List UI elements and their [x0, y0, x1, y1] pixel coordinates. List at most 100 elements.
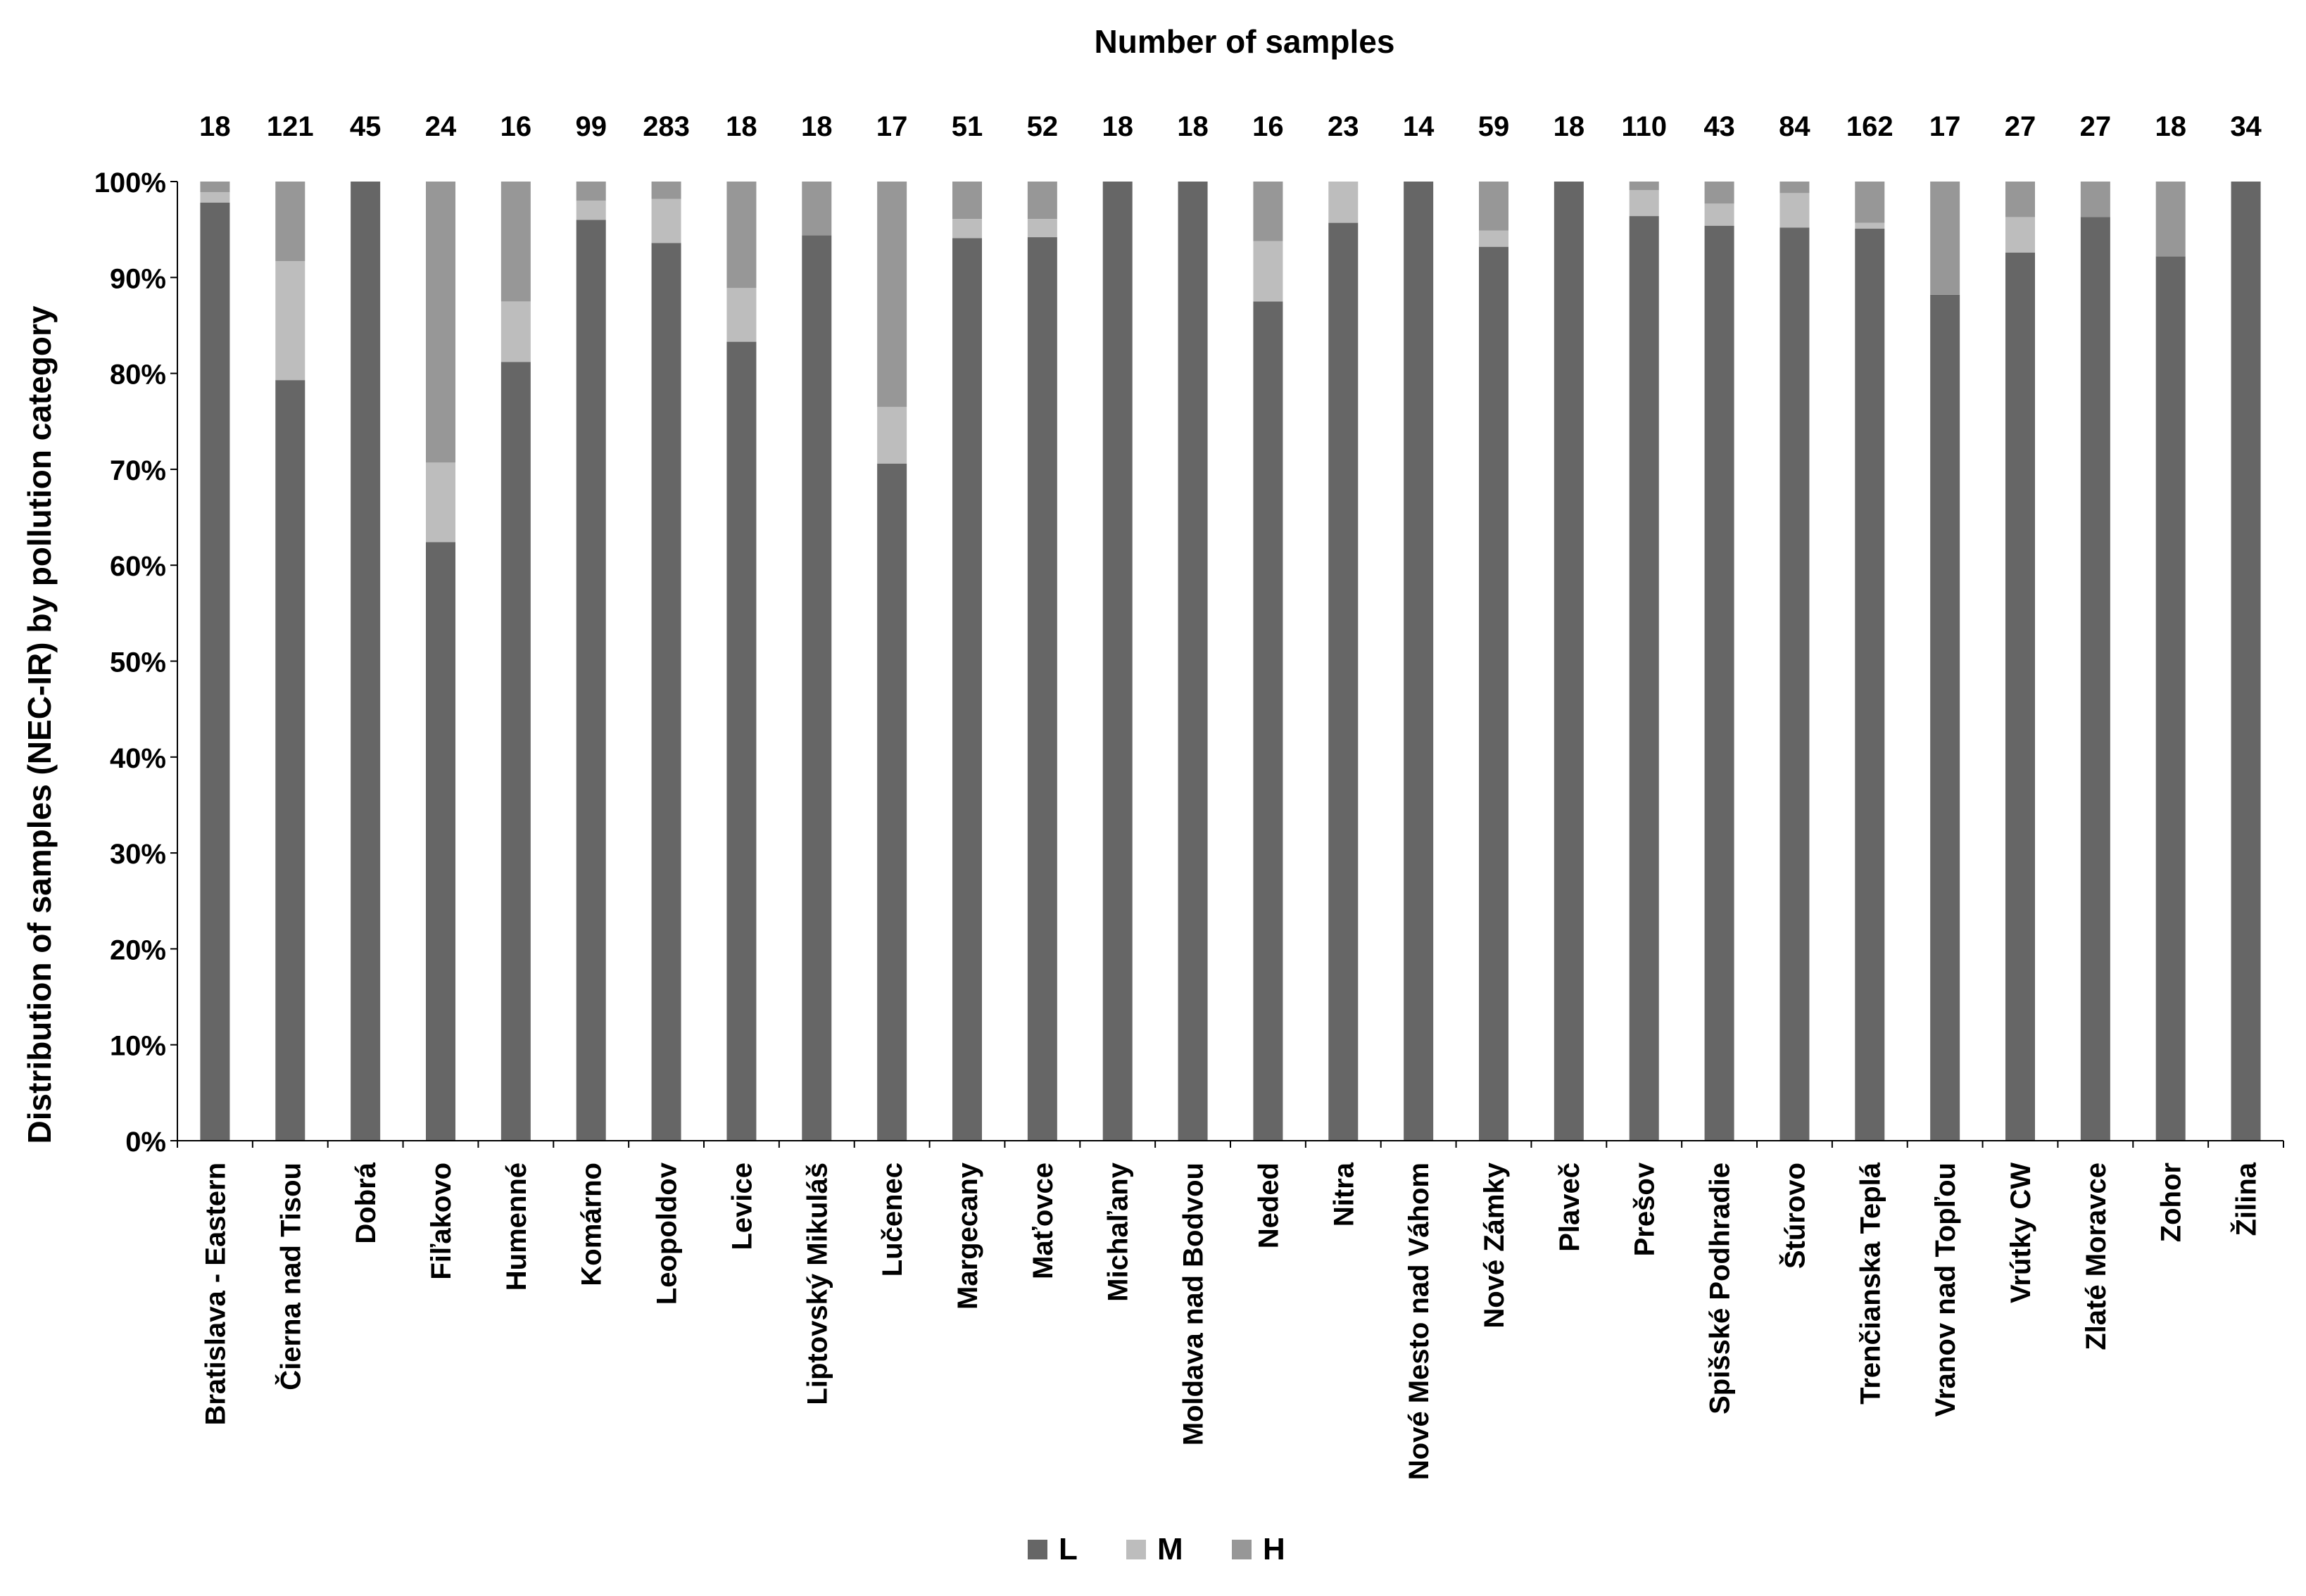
- bar-segment-l: [1479, 246, 1508, 1141]
- sample-count-label: 18: [2155, 111, 2186, 142]
- sample-count-label: 17: [876, 111, 908, 142]
- bar-segment-m: [200, 191, 230, 203]
- x-category-label: Štúrovo: [1778, 1163, 1810, 1269]
- bar-segment-h: [877, 182, 907, 407]
- sample-count-label: 52: [1027, 111, 1059, 142]
- bar-segment-h: [275, 182, 305, 262]
- legend-label-m: M: [1157, 1532, 1183, 1566]
- bar-segment-l: [576, 220, 606, 1141]
- sample-count-label: 84: [1779, 111, 1810, 142]
- bar-segment-h: [426, 182, 455, 463]
- bar-segment-m: [576, 201, 606, 220]
- sample-count-label: 17: [1929, 111, 1961, 142]
- sample-count-label: 27: [2005, 111, 2036, 142]
- sample-count-label: 45: [350, 111, 382, 142]
- bar-segment-l: [1102, 182, 1133, 1141]
- y-tick-label: 30%: [110, 839, 166, 870]
- sample-count-label: 18: [801, 111, 833, 142]
- bar-segment-l: [1554, 182, 1584, 1141]
- bar-segment-m: [1253, 241, 1283, 302]
- bar-segment-m: [651, 198, 681, 243]
- sample-count-label: 18: [1102, 111, 1133, 142]
- sample-count-label: 27: [2080, 111, 2112, 142]
- bar-segment-l: [802, 235, 832, 1141]
- x-category-label: Zohor: [2156, 1163, 2187, 1242]
- x-category-label: Vrútky CW: [2005, 1163, 2036, 1303]
- x-category-label: Liptovský Mikuláš: [802, 1163, 833, 1405]
- sample-count-label: 18: [1177, 111, 1209, 142]
- x-category-label: Maťovce: [1028, 1163, 1059, 1279]
- y-tick-label: 60%: [110, 551, 166, 582]
- y-tick-label: 70%: [110, 455, 166, 486]
- bar-segment-h: [952, 182, 982, 220]
- bar-segment-l: [1178, 182, 1208, 1141]
- bar-segment-l: [500, 362, 531, 1141]
- bar-segment-m: [1328, 182, 1359, 223]
- sample-count-label: 51: [952, 111, 983, 142]
- bar-segment-h: [802, 182, 832, 236]
- sample-count-label: 162: [1846, 111, 1894, 142]
- bar-segment-l: [1253, 301, 1283, 1141]
- y-tick-label: 10%: [110, 1031, 166, 1062]
- sample-count-label: 99: [575, 111, 607, 142]
- y-tick-label: 80%: [110, 360, 166, 391]
- x-category-label: Komárno: [576, 1163, 607, 1286]
- x-category-label: Trenčianska Teplá: [1855, 1162, 1886, 1405]
- bar-segment-m: [1704, 203, 1734, 226]
- bar-segment-m: [500, 301, 531, 362]
- bar-segment-l: [1404, 182, 1434, 1141]
- sample-count-label: 18: [726, 111, 757, 142]
- bar-segment-m: [952, 219, 982, 239]
- x-category-label: Bratislava - Eastern: [200, 1163, 231, 1426]
- x-category-label: Neded: [1253, 1163, 1284, 1248]
- bar-segment-l: [2155, 256, 2186, 1141]
- sample-count-label: 43: [1703, 111, 1735, 142]
- sample-count-label: 121: [267, 111, 314, 142]
- bar-segment-l: [2231, 182, 2261, 1141]
- bar-segment-m: [275, 261, 305, 381]
- bar-segment-m: [877, 407, 907, 464]
- bar-segment-h: [500, 182, 531, 302]
- sample-count-label: 14: [1403, 111, 1435, 142]
- bar-segment-l: [726, 341, 757, 1141]
- legend-swatch-l: [1028, 1540, 1047, 1559]
- x-axis-labels: Bratislava - Eastern Čierna nad Tisou Dobr…: [200, 1162, 2262, 1480]
- bar-segment-m: [726, 288, 757, 342]
- axes: [177, 182, 2284, 1148]
- bar-segment-h: [1704, 182, 1734, 204]
- bar-segment-l: [1328, 222, 1359, 1141]
- sample-count-labels: 18 121 45 24 16 99 283 18 18 17 51 52 18 18 16 23 14 59 18…: [199, 111, 2262, 142]
- bar-segment-l: [651, 243, 681, 1141]
- x-category-label: Margecany: [952, 1162, 983, 1310]
- bar-segment-h: [1629, 182, 1659, 191]
- bar-segment-l: [2005, 252, 2035, 1141]
- x-category-label: Spišské Podhradie: [1705, 1163, 1736, 1414]
- bar-segment-m: [1779, 193, 1810, 228]
- x-category-label: Fiľakovo: [426, 1163, 457, 1280]
- y-axis-ticks: 0% 10% 20% 30% 40% 50% 60% 70% 80% 90% 100%: [94, 167, 177, 1158]
- sample-count-label: 18: [1554, 111, 1585, 142]
- bar-segment-l: [426, 542, 455, 1141]
- bar-segment-l: [1704, 225, 1734, 1141]
- y-tick-label: 40%: [110, 743, 166, 774]
- bar-segment-h: [2005, 182, 2035, 217]
- bar-segment-h: [1479, 182, 1508, 231]
- sample-count-label: 34: [2230, 111, 2262, 142]
- bar-segment-l: [1779, 227, 1810, 1141]
- bar-segment-h: [1855, 182, 1885, 223]
- bar-segment-l: [1930, 294, 1960, 1141]
- bar-segment-l: [1027, 237, 1057, 1141]
- x-category-label: Plaveč: [1554, 1163, 1585, 1252]
- bar-segment-l: [1855, 228, 1885, 1141]
- sample-count-label: 16: [500, 111, 532, 142]
- y-tick-label: 50%: [110, 647, 166, 678]
- bar-segment-m: [2005, 217, 2035, 253]
- bar-segment-h: [726, 182, 757, 289]
- bar-segment-l: [2080, 217, 2110, 1141]
- x-category-label: Leopoldov: [652, 1162, 683, 1305]
- bar-segment-h: [1253, 182, 1283, 241]
- sample-count-label: 110: [1621, 111, 1667, 142]
- x-category-label: Zlaté Moravce: [2081, 1163, 2112, 1350]
